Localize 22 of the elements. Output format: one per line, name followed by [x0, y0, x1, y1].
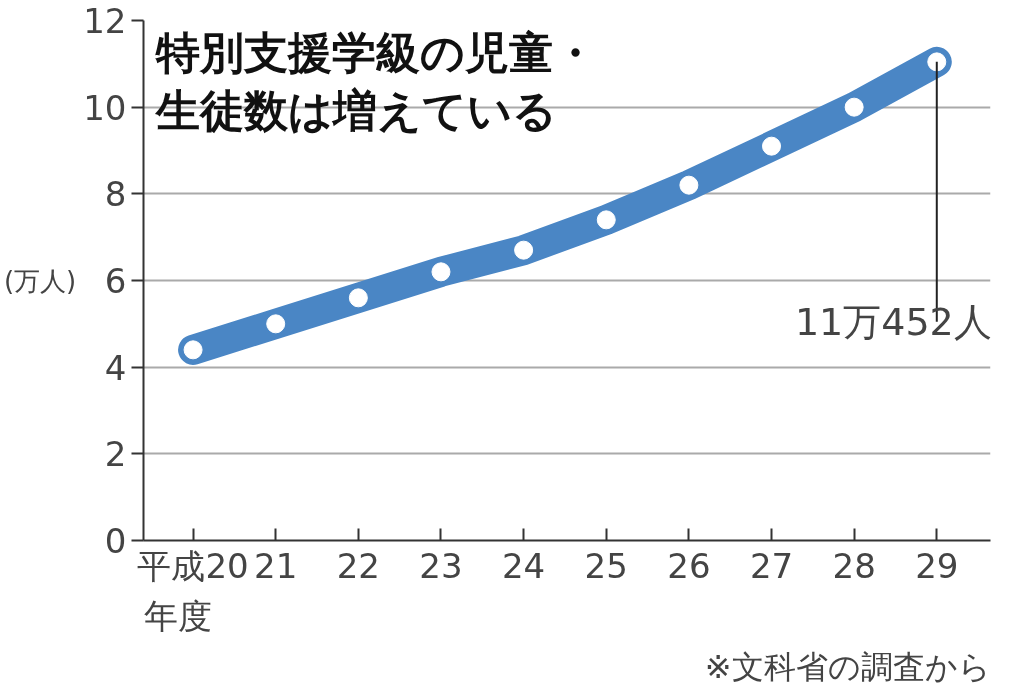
x-axis-title: 年度 — [143, 595, 212, 636]
y-tick-label: 4 — [104, 347, 127, 388]
x-tick-label: 平成20 — [137, 545, 249, 586]
x-tick-label: 26 — [667, 545, 711, 586]
text: 特別支援学級の児童・生徒数は増えている — [153, 26, 597, 136]
y-tick-label: 6 — [104, 261, 127, 301]
y-tick-label: 2 — [104, 434, 127, 475]
x-tick-label: 27 — [749, 545, 794, 586]
y-axis-title: (万人) — [3, 265, 77, 296]
x-tick-label: 23 — [419, 545, 463, 586]
y-tick-label: 0 — [104, 521, 127, 561]
y-tick-label: 12 — [83, 1, 127, 41]
text: ※文科省の調査から — [704, 647, 991, 686]
x-tick-label: 29 — [915, 545, 959, 586]
annotation: 11万452人 — [794, 299, 992, 344]
x-tick-label: 24 — [501, 545, 546, 586]
y-tick-label: 10 — [83, 87, 127, 128]
x-tick-label: 28 — [832, 545, 876, 586]
y-tick-label: 8 — [104, 174, 127, 215]
x-tick-label: 21 — [254, 545, 298, 586]
x-tick-label: 22 — [336, 545, 380, 586]
x-tick-label: 25 — [584, 545, 628, 586]
